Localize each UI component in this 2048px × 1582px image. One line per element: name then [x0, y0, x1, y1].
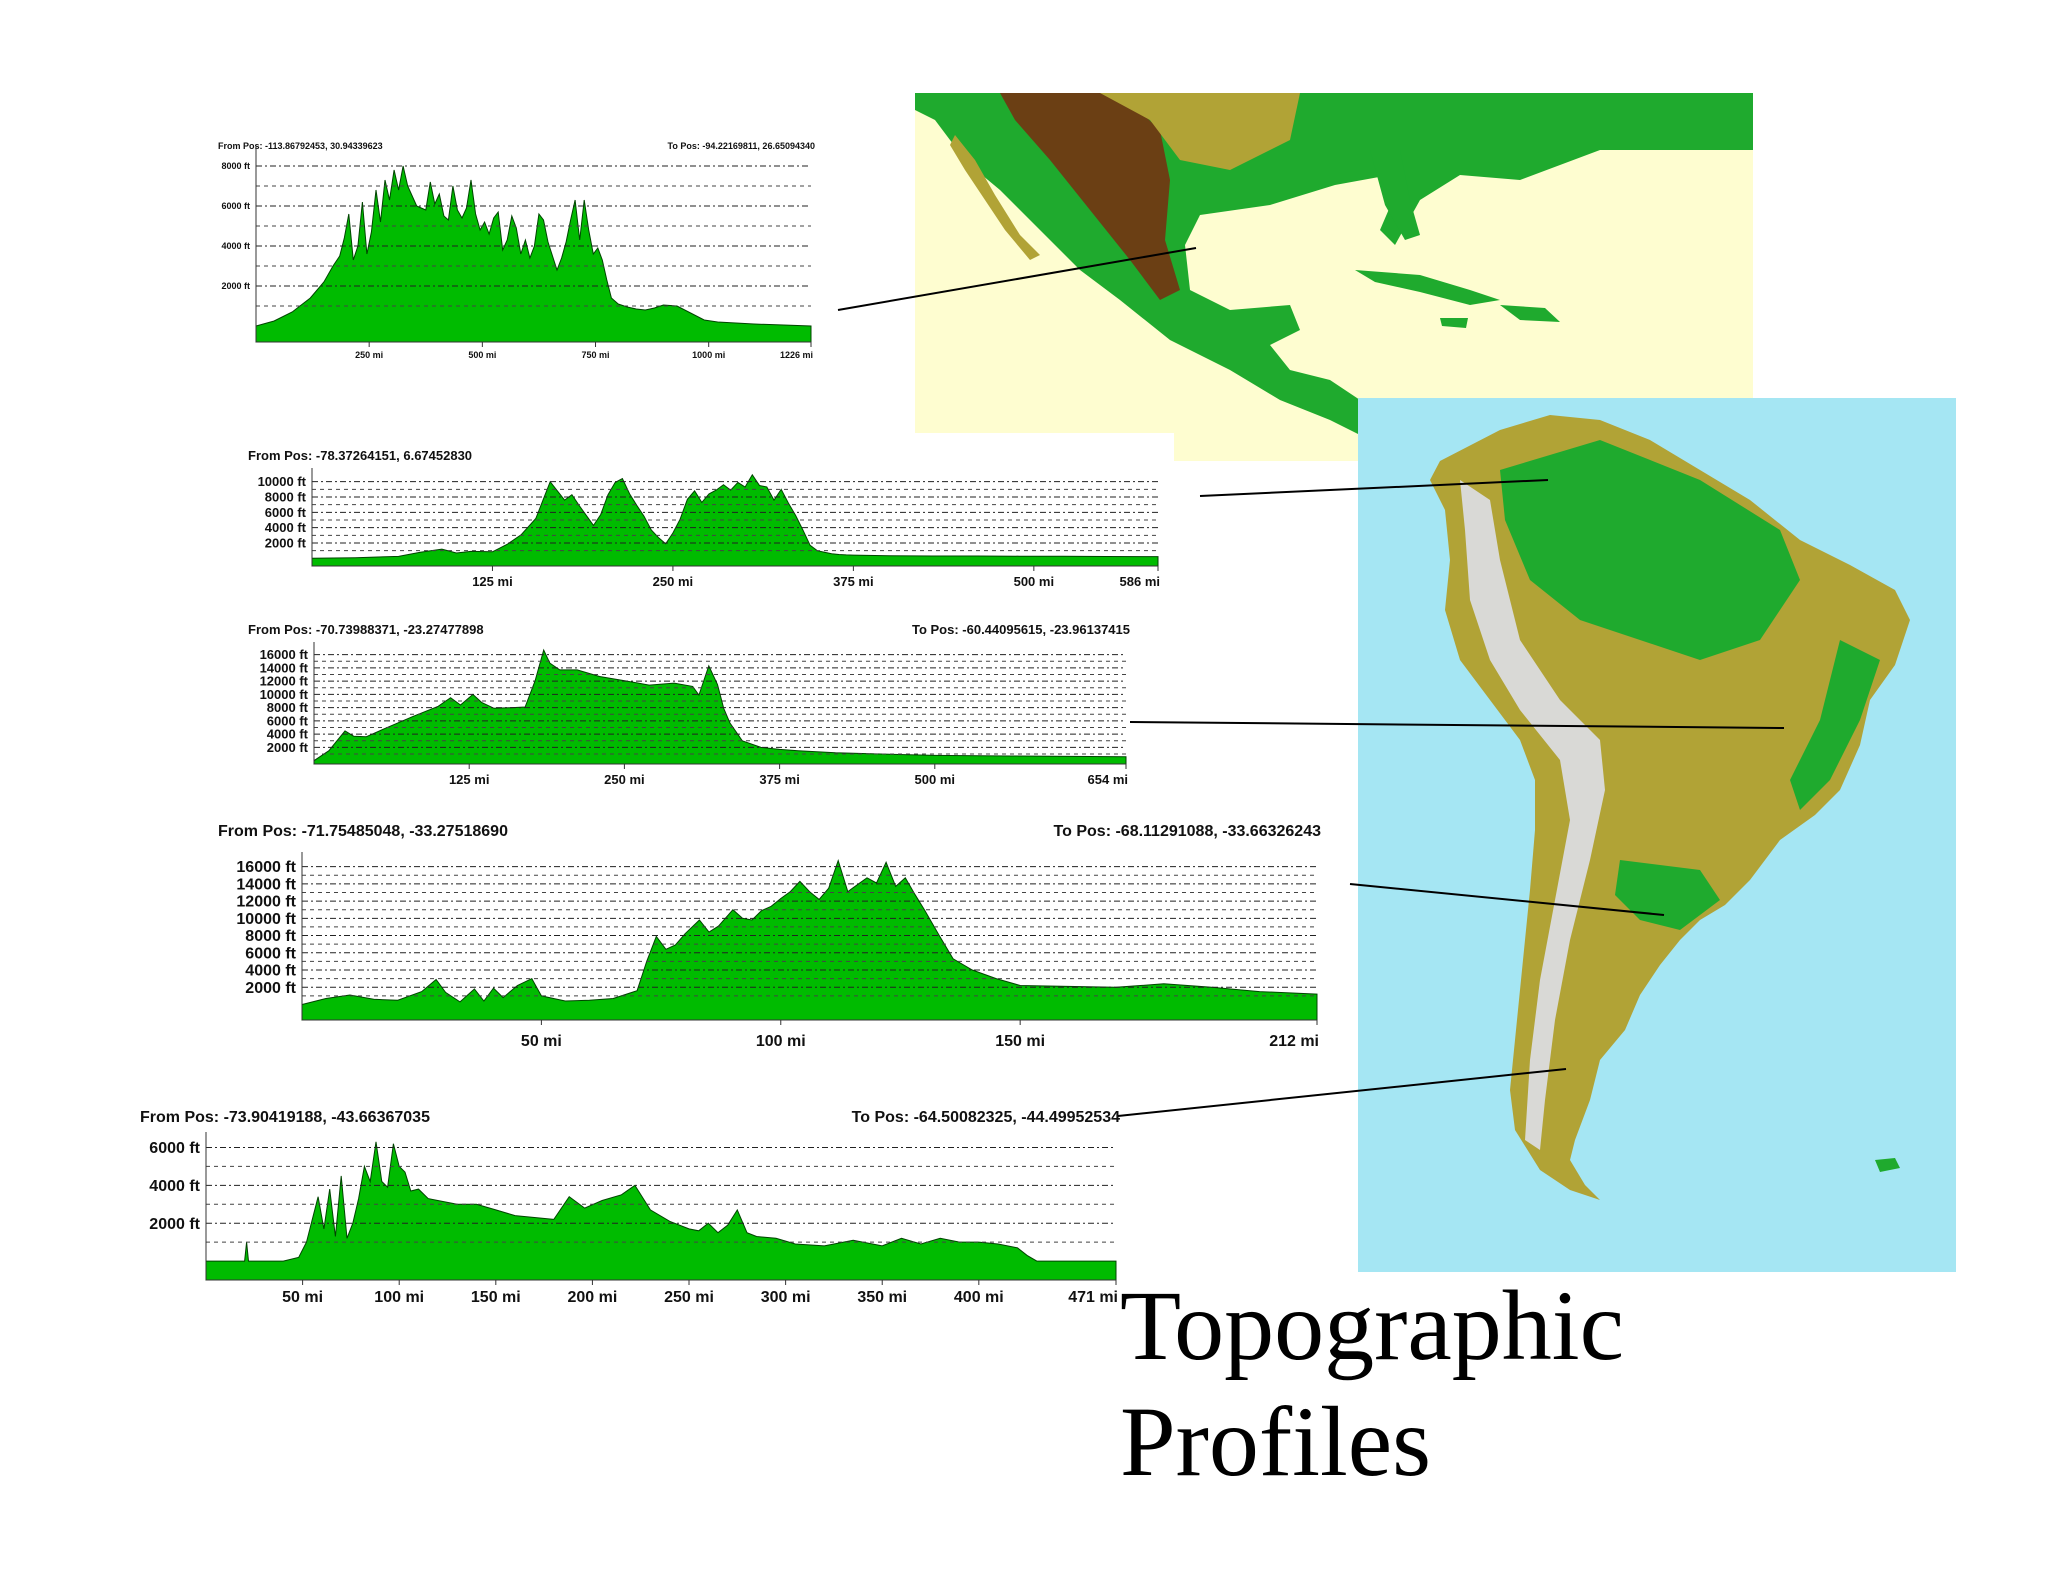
mexico-x-tick-label: 1000 mi — [692, 350, 725, 360]
patagonia-y-tick-label: 6000 ft — [149, 1140, 200, 1157]
chile-23s-y-tick-label: 12000 ft — [260, 674, 309, 689]
chile-23s-from-position-label: From Pos: -70.73988371, -23.27477898 — [248, 622, 484, 637]
chile-33s-x-tick-label: 150 mi — [995, 1033, 1045, 1050]
mexico-x-tick-label: 500 mi — [468, 350, 496, 360]
florida — [1370, 150, 1420, 240]
chile-33s-x-tick-label: 100 mi — [756, 1033, 806, 1050]
colombia-from-position-label: From Pos: -78.37264151, 6.67452830 — [248, 448, 472, 463]
chile-23s-elevation-area — [313, 648, 1127, 765]
chile-23s-y-tick-label: 6000 ft — [267, 713, 309, 728]
chile-33s-y-tick-label: 8000 ft — [245, 928, 296, 945]
slide-title-line-2: Profiles — [1120, 1386, 1432, 1497]
chile-33s-from-position-label: From Pos: -71.75485048, -33.27518690 — [218, 823, 508, 840]
patagonia-x-tick-label: 400 mi — [954, 1289, 1004, 1306]
chile-33s-y-tick-label: 16000 ft — [236, 859, 296, 876]
colombia-x-tick-label: 125 mi — [472, 574, 512, 589]
chile-23s-x-tick-label: 500 mi — [915, 772, 955, 787]
mexico-x-tick-label: 1226 mi — [780, 350, 813, 360]
patagonia-from-position-label: From Pos: -73.90419188, -43.66367035 — [140, 1109, 430, 1126]
mexico-elevation-area — [255, 165, 812, 343]
chile-33s-x-tick-label: 50 mi — [521, 1033, 562, 1050]
patagonia-x-tick-label: 200 mi — [568, 1289, 618, 1306]
north-plains — [1100, 93, 1300, 170]
chile-23s-y-tick-label: 14000 ft — [260, 660, 309, 675]
patagonia-x-tick-label: 100 mi — [374, 1289, 424, 1306]
patagonia-x-tick-label: 471 mi — [1068, 1289, 1118, 1306]
brazil-coast-forest — [1790, 640, 1880, 810]
slide-title-line-1: Topographic — [1120, 1270, 1624, 1381]
patagonia-to-position-label: To Pos: -64.50082325, -44.49952534 — [852, 1109, 1120, 1126]
chile-33s-elevation-area — [301, 858, 1318, 1021]
chile-33s-to-position-label: To Pos: -68.11291088, -33.66326243 — [1054, 823, 1322, 840]
colombia-y-tick-label: 4000 ft — [265, 520, 307, 535]
chile-23s-y-tick-label: 2000 ft — [267, 740, 309, 755]
mexico-y-tick-label: 6000 ft — [221, 201, 250, 211]
chile-33s-y-tick-label: 14000 ft — [236, 876, 296, 893]
mexico-to-position-label: To Pos: -94.22169811, 26.65094340 — [668, 141, 815, 151]
chile-23s-x-tick-label: 125 mi — [449, 772, 489, 787]
mexico-x-tick-label: 250 mi — [355, 350, 383, 360]
colombia-x-tick-label: 250 mi — [653, 574, 693, 589]
mexico-from-position-label: From Pos: -113.86792453, 30.94339623 — [218, 141, 383, 151]
chile-23s-x-tick-label: 375 mi — [759, 772, 799, 787]
patagonia-x-tick-label: 150 mi — [471, 1289, 521, 1306]
chile-23s-x-tick-label: 250 mi — [604, 772, 644, 787]
andes-mountains — [1460, 480, 1605, 1150]
mexico-y-tick-label: 4000 ft — [221, 241, 250, 251]
colombia-y-tick-label: 6000 ft — [265, 505, 307, 520]
patagonia-x-tick-label: 50 mi — [282, 1289, 323, 1306]
chile-23s-x-tick-label: 654 mi — [1088, 772, 1128, 787]
chile-33s-y-tick-label: 12000 ft — [236, 894, 296, 911]
baja-california — [950, 135, 1040, 260]
cuba — [1355, 270, 1500, 305]
slide-title: Topographic Profiles — [1120, 1268, 1624, 1500]
chile-23s-y-tick-label: 16000 ft — [260, 647, 309, 662]
patagonia-y-tick-label: 2000 ft — [149, 1216, 200, 1233]
falkland-islands — [1875, 1158, 1900, 1172]
chile-33s-y-tick-label: 10000 ft — [236, 911, 296, 928]
chile-33s-x-tick-label: 212 mi — [1269, 1033, 1319, 1050]
colombia-x-tick-label: 586 mi — [1120, 574, 1160, 589]
colombia-x-tick-label: 500 mi — [1014, 574, 1054, 589]
chile-33s-y-tick-label: 4000 ft — [245, 963, 296, 980]
chile-33s-y-tick-label: 6000 ft — [245, 945, 296, 962]
mexico-y-tick-label: 2000 ft — [221, 281, 250, 291]
mexico-x-tick-label: 750 mi — [582, 350, 610, 360]
chile-23s-to-position-label: To Pos: -60.44095615, -23.96137415 — [912, 622, 1130, 637]
jamaica — [1440, 318, 1468, 328]
chile-23s-y-tick-label: 10000 ft — [260, 687, 309, 702]
amazon-basin — [1500, 440, 1800, 660]
colombia-y-tick-label: 2000 ft — [265, 536, 307, 551]
chile-23s-y-tick-label: 8000 ft — [267, 700, 309, 715]
patagonia-x-tick-label: 250 mi — [664, 1289, 714, 1306]
chile-33s-y-tick-label: 2000 ft — [245, 980, 296, 997]
patagonia-elevation-area — [205, 1141, 1117, 1281]
mexico-y-tick-label: 8000 ft — [221, 161, 250, 171]
colombia-x-tick-label: 375 mi — [833, 574, 873, 589]
patagonia-x-tick-label: 300 mi — [761, 1289, 811, 1306]
patagonia-x-tick-label: 350 mi — [857, 1289, 907, 1306]
colombia-y-tick-label: 8000 ft — [265, 490, 307, 505]
colombia-y-tick-label: 10000 ft — [258, 474, 307, 489]
south-america-map — [1358, 398, 1956, 1272]
patagonia-y-tick-label: 4000 ft — [149, 1178, 200, 1195]
chile-23s-y-tick-label: 4000 ft — [267, 727, 309, 742]
hispaniola — [1500, 305, 1560, 322]
